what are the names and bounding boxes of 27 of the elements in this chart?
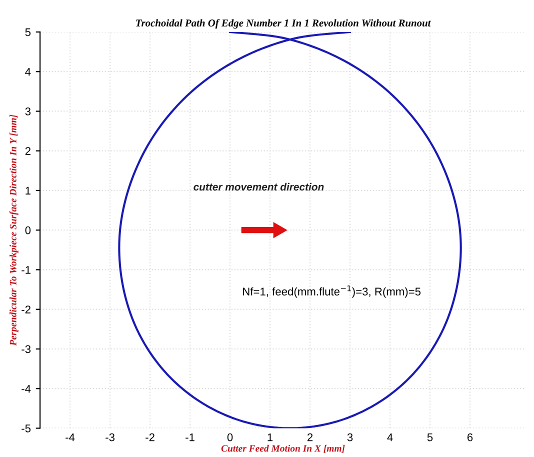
- x-tick-label: 1: [268, 433, 273, 442]
- y-tick-label: 4: [25, 68, 31, 76]
- x-tick-label: -3: [106, 433, 114, 442]
- x-tick-label: -1: [186, 433, 194, 442]
- y-tick-label: 3: [25, 108, 31, 116]
- x-axis-title: Cutter Feed Motion In X [mm]: [221, 444, 345, 453]
- y-tick-label: -1: [22, 266, 30, 274]
- y-tick-label: 2: [25, 147, 30, 155]
- x-tick-label: -4: [66, 433, 75, 442]
- y-tick-label: 0: [25, 226, 31, 234]
- y-tick-label: 5: [25, 28, 31, 36]
- annotation: cutter movement direction: [194, 182, 324, 191]
- x-tick-label: 6: [467, 433, 473, 442]
- x-tick-label: 0: [227, 433, 233, 442]
- x-tick-label: 4: [387, 433, 393, 442]
- y-tick-label: 1: [26, 186, 30, 195]
- y-tick-label: -2: [22, 306, 30, 314]
- x-tick-label: 2: [307, 433, 313, 442]
- chart-title: Trochoidal Path Of Edge Number 1 In 1 Revolution Without Runout: [136, 19, 431, 29]
- y-tick-label: -5: [22, 424, 31, 432]
- x-tick-label: -2: [146, 433, 154, 442]
- annotation: Nf=1, feed(mm.flute$^{−1}$)=3, R(mm)=5: [243, 285, 421, 298]
- x-tick-label: 5: [427, 433, 433, 442]
- y-tick-label: -3: [22, 345, 31, 354]
- y-tick-label: -4: [22, 384, 31, 393]
- y-axis-title: Perpendicular To Workpiece Surface Direction In Y [mm]: [9, 114, 18, 346]
- x-tick-label: 3: [347, 433, 353, 442]
